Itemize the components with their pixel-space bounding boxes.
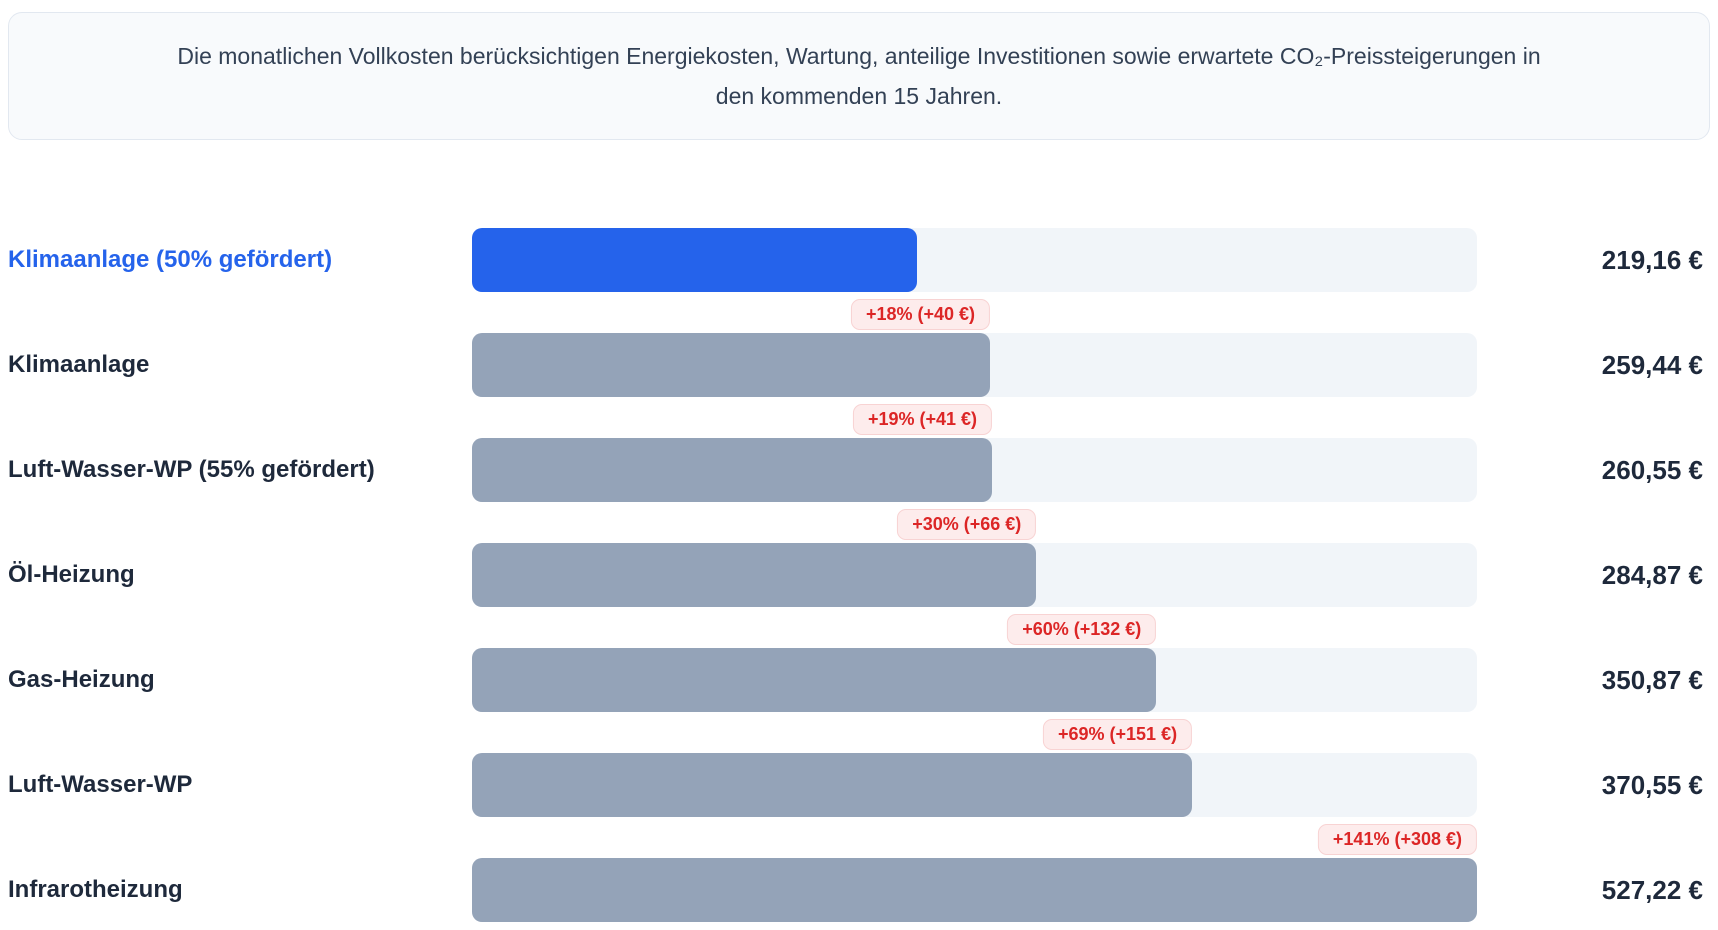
bar-fill — [472, 543, 1037, 607]
bar-track: +18% (+40 €) — [472, 299, 1477, 397]
increase-badge: +30% (+66 €) — [897, 509, 1037, 540]
chart-row: Infrarotheizung +141% (+308 €) 527,22 € — [0, 824, 1718, 922]
row-value: 219,16 € — [1601, 244, 1703, 275]
row-label: Klimaanlage (50% gefördert) — [8, 246, 333, 273]
row-label: Klimaanlage — [8, 351, 150, 378]
row-label: Luft-Wasser-WP (55% gefördert) — [8, 456, 375, 483]
bar-fill — [472, 438, 993, 502]
row-label: Öl-Heizung — [8, 561, 135, 588]
row-value: 370,55 € — [1601, 769, 1703, 800]
chart-row: Luft-Wasser-WP (55% gefördert) +19% (+41… — [0, 404, 1718, 502]
increase-badge: +141% (+308 €) — [1317, 824, 1477, 855]
row-label: Gas-Heizung — [8, 666, 155, 693]
row-label: Luft-Wasser-WP — [8, 771, 193, 798]
row-label: Infrarotheizung — [8, 876, 183, 903]
info-banner: Die monatlichen Vollkosten berücksichtig… — [8, 12, 1710, 140]
cost-comparison-chart: Klimaanlage (50% gefördert) 219,16 € Kli… — [0, 228, 1718, 922]
chart-row: Klimaanlage (50% gefördert) 219,16 € — [0, 228, 1718, 292]
row-value: 284,87 € — [1601, 559, 1703, 590]
bar-fill — [472, 648, 1157, 712]
bar-fill — [472, 228, 917, 292]
increase-badge: +19% (+41 €) — [852, 404, 993, 435]
bar-track — [472, 228, 1477, 292]
increase-badge: +18% (+40 €) — [850, 299, 991, 330]
chart-row: Gas-Heizung +60% (+132 €) 350,87 € — [0, 614, 1718, 712]
bar-track: +30% (+66 €) — [472, 509, 1477, 607]
info-text: Die monatlichen Vollkosten berücksichtig… — [177, 43, 1541, 109]
row-value: 260,55 € — [1601, 454, 1703, 485]
bar-fill — [472, 858, 1477, 922]
increase-badge: +69% (+151 €) — [1042, 719, 1193, 750]
bar-track: +60% (+132 €) — [472, 614, 1477, 712]
bar-fill — [472, 753, 1193, 817]
chart-row: Luft-Wasser-WP +69% (+151 €) 370,55 € — [0, 719, 1718, 817]
increase-badge: +60% (+132 €) — [1007, 614, 1157, 645]
row-value: 350,87 € — [1601, 664, 1703, 695]
chart-row: Klimaanlage +18% (+40 €) 259,44 € — [0, 299, 1718, 397]
bar-track: +141% (+308 €) — [472, 824, 1477, 922]
bar-track: +19% (+41 €) — [472, 404, 1477, 502]
row-value: 527,22 € — [1601, 874, 1703, 905]
row-value: 259,44 € — [1601, 349, 1703, 380]
chart-row: Öl-Heizung +30% (+66 €) 284,87 € — [0, 509, 1718, 607]
bar-track: +69% (+151 €) — [472, 719, 1477, 817]
bar-fill — [472, 333, 991, 397]
